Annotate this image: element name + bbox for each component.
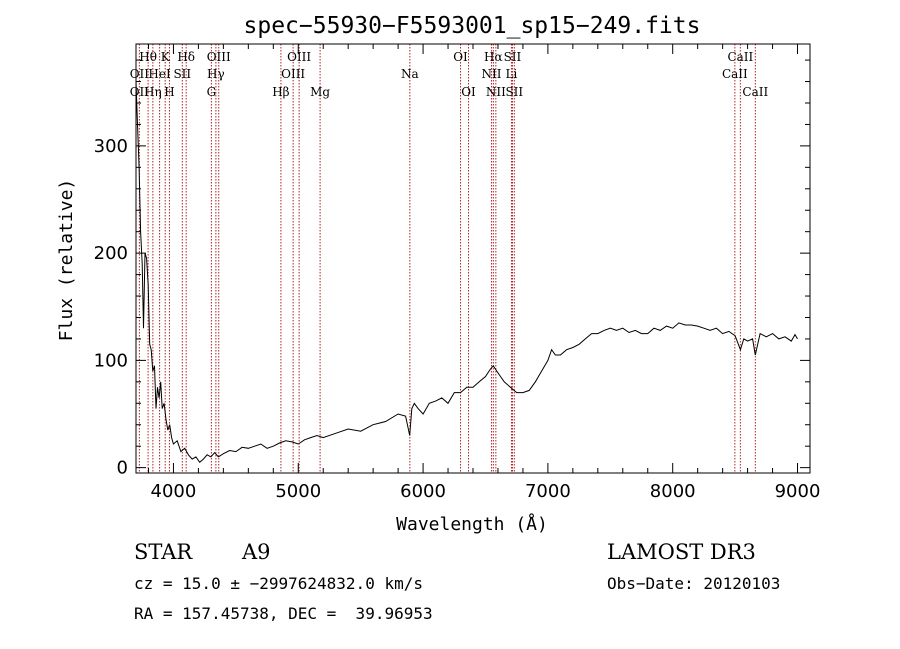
line-label: Hη [144,85,162,99]
x-tick-label: 4000 [151,481,197,502]
y-axis-label: Flux (relative) [56,179,77,342]
x-tick-label: 9000 [775,481,821,502]
line-label: OIII [287,50,311,64]
line-label: SII [505,85,523,99]
line-label: Hα [484,50,503,64]
line-label: Hθ [139,50,157,64]
line-label: Hδ [177,50,195,64]
x-axis-label: Wavelength (Å) [396,513,548,535]
observation-date: Obs−Date: 20120103 [607,574,781,593]
redshift-cz: cz = 15.0 ± −2997624832.0 km/s [134,574,423,593]
line-label: Mg [310,85,330,99]
line-label: CaII [722,67,748,81]
line-label: OIII [281,67,305,81]
line-label: CaII [727,50,753,64]
survey-name: LAMOST DR3 [607,540,756,564]
line-label: OI [461,85,476,99]
coordinates: RA = 157.45738, DEC = 39.96953 [134,604,433,623]
x-tick-label: 7000 [525,481,571,502]
line-label: NII [486,85,506,99]
line-label: OI [453,50,468,64]
y-tick-label: 300 [94,136,128,157]
line-label: SII [173,67,191,81]
emission-line-labels: OII OII Hθ Hη HeI K H SII Hδ G Hγ OIII Hβ OIII OIII Mg N… [130,50,769,99]
line-label: OII [130,85,150,99]
y-axis-ticks: 0 100 200 300 [94,59,810,479]
line-label: HeI [148,67,171,81]
object-class: STAR [134,540,193,564]
line-label: H [164,85,174,99]
line-label: Hβ [272,85,289,99]
line-label: OIII [207,50,231,64]
y-tick-label: 0 [117,458,128,479]
line-label: NII [481,67,501,81]
line-label: Li [506,67,518,81]
x-tick-label: 5000 [275,481,321,502]
chart-title: spec−55930−F5593001_sp15−249.fits [244,13,701,39]
line-label: Hγ [207,67,225,81]
x-axis-ticks: 4000 5000 6000 7000 8000 9000 [147,44,821,502]
plot-frame [135,43,811,474]
line-label: OII [130,67,150,81]
emission-line-markers [138,44,756,473]
line-label: K [161,50,171,64]
x-tick-label: 8000 [650,481,696,502]
object-subclass: A9 [242,540,271,564]
y-tick-label: 200 [94,243,128,264]
line-label: CaII [742,85,768,99]
line-label: G [207,85,217,99]
x-tick-label: 6000 [400,481,446,502]
y-tick-label: 100 [94,350,128,371]
line-label: Na [401,67,419,81]
line-label: SII [504,50,522,64]
spectrum-line [135,81,798,464]
